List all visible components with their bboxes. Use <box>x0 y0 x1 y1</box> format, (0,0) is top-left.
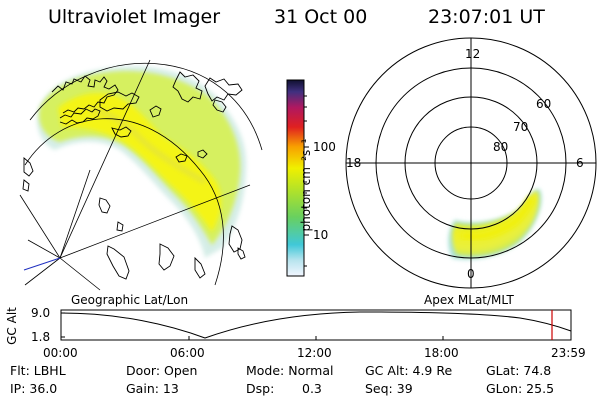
time-label: 23:07:01 UT <box>428 6 545 28</box>
geo-grid <box>19 59 263 291</box>
date-label: 31 Oct 00 <box>274 6 368 28</box>
mlat-label-60: 60 <box>536 97 552 111</box>
polar-plot <box>345 37 597 289</box>
altitude-curve <box>60 311 572 339</box>
apex-projection-label: Apex MLat/MLT <box>424 293 514 307</box>
mode-readout: Mode: Normal <box>246 363 334 378</box>
aurora-core-geo <box>58 93 222 232</box>
mlt-label-12: 12 <box>465 47 481 61</box>
altitude-axis-label: GC Alt <box>5 307 19 345</box>
glon-readout: GLon: 25.5 <box>486 381 555 396</box>
mlat-label-70: 70 <box>513 120 529 134</box>
seq-readout: Seq: 39 <box>365 381 413 396</box>
mlat-label-80: 80 <box>493 140 509 154</box>
dsp-value: 0.3 <box>302 381 322 396</box>
geographic-projection-label: Geographic Lat/Lon <box>71 293 189 307</box>
altitude-plot <box>60 309 572 341</box>
ip-readout: IP: 36.0 <box>10 381 58 396</box>
mlt-label-18: 18 <box>346 156 362 170</box>
glat-readout: GLat: 74.8 <box>486 363 552 378</box>
altitude-tick-1-8: 1.8 <box>31 330 51 344</box>
terminator-line <box>23 257 61 271</box>
mlt-label-6: 6 <box>576 156 584 170</box>
time-tick-1800: 18:00 <box>424 346 459 360</box>
polar-grid <box>345 37 597 289</box>
time-tick-2359: 23:59 <box>551 346 586 360</box>
colorbar-scale <box>286 79 305 277</box>
time-tick-1200: 12:00 <box>297 346 332 360</box>
colorbar <box>286 79 309 277</box>
time-tick-0000: 00:00 <box>43 346 78 360</box>
colorbar-units-label: photon cm⁻²s⁻¹ <box>299 138 313 232</box>
colorbar-tick-label-10: 10 <box>313 228 329 242</box>
instrument-title: Ultraviolet Imager <box>48 6 221 28</box>
filter-readout: Flt: LBHL <box>10 363 66 378</box>
dsp-label: Dsp: <box>246 381 275 396</box>
gain-readout: Gain: 13 <box>126 381 179 396</box>
altitude-tick-9: 9.0 <box>31 306 51 320</box>
door-readout: Door: Open <box>126 363 198 378</box>
time-tick-0600: 06:00 <box>170 346 205 360</box>
geographic-map <box>19 59 263 291</box>
gc-alt-readout: GC Alt: 4.9 Re <box>365 363 453 378</box>
mlt-label-0: 0 <box>467 267 475 281</box>
colorbar-tick-label-100: 100 <box>313 140 336 154</box>
